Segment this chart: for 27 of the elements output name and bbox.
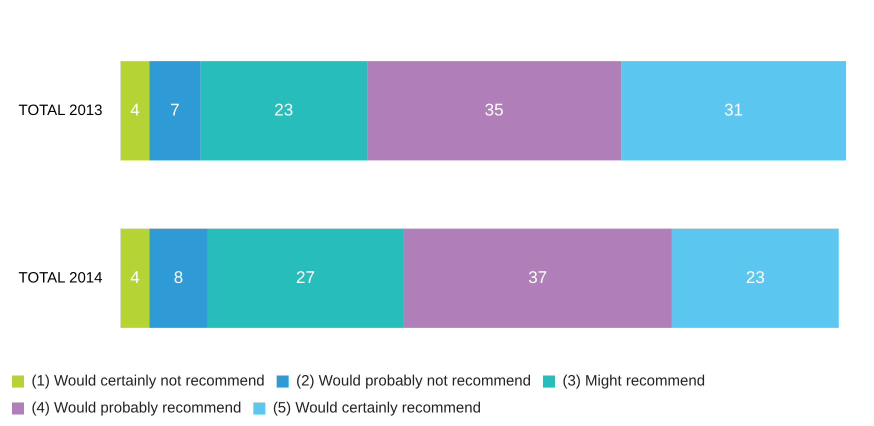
legend-label: (2) Would probably not recommend bbox=[296, 372, 531, 390]
bar bbox=[150, 61, 200, 160]
data-label: 31 bbox=[724, 100, 744, 120]
bar bbox=[120, 61, 150, 160]
legend-label: (3) Might recommend bbox=[562, 372, 706, 390]
data-label: 7 bbox=[170, 100, 180, 120]
y-tick-label: TOTAL 2013 bbox=[18, 102, 102, 119]
data-label: 35 bbox=[484, 100, 504, 120]
bar bbox=[200, 61, 368, 160]
data-label: 23 bbox=[274, 100, 294, 120]
bar bbox=[208, 228, 404, 328]
data-label: 8 bbox=[174, 268, 184, 287]
data-label: 27 bbox=[296, 268, 315, 287]
bar bbox=[672, 228, 839, 328]
bar bbox=[150, 228, 208, 328]
y-tick-label: TOTAL 2014 bbox=[18, 269, 102, 286]
legend-label: (5) Would certainly recommend bbox=[272, 400, 481, 417]
data-label: 37 bbox=[528, 268, 548, 287]
legend-label: (4) Would probably recommend bbox=[32, 400, 242, 417]
data-label: 4 bbox=[130, 268, 140, 287]
bar bbox=[621, 61, 846, 160]
legend-label: (1) Would certainly not recommend bbox=[32, 372, 265, 390]
data-label: 23 bbox=[746, 268, 765, 287]
bar bbox=[120, 228, 150, 328]
bar bbox=[367, 61, 622, 160]
data-label: 4 bbox=[130, 100, 140, 120]
bar bbox=[403, 228, 672, 328]
